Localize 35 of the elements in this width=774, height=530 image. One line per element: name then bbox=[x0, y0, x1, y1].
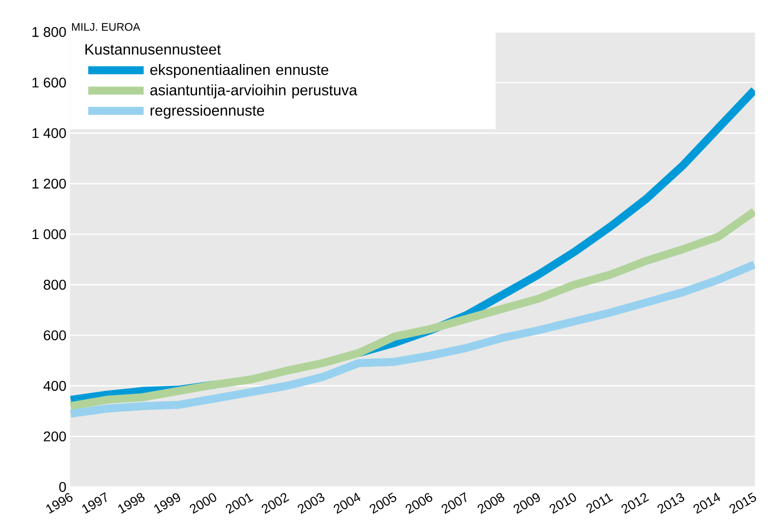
x-tick-label: 1997 bbox=[82, 492, 107, 514]
x-tick-label: 2004 bbox=[334, 492, 360, 514]
y-tick-label: 800 bbox=[44, 280, 66, 290]
y-axis-title: MILJ. EUROA bbox=[72, 23, 140, 31]
x-tick-label: 2010 bbox=[550, 493, 576, 514]
x-tick-label: 2003 bbox=[298, 493, 324, 514]
x-tick-label: 2007 bbox=[442, 492, 466, 514]
x-tick-label: 2000 bbox=[190, 493, 216, 514]
x-tick-label: 2009 bbox=[514, 493, 540, 514]
x-tick-label: 2001 bbox=[226, 493, 254, 514]
legend-label: eksponentiaalinen ennuste bbox=[150, 64, 328, 78]
x-tick-label: 2011 bbox=[586, 493, 614, 514]
x-tick-label: 1998 bbox=[118, 493, 145, 514]
x-tick-label: 2015 bbox=[729, 492, 756, 514]
y-tick-label: 600 bbox=[44, 330, 66, 340]
x-tick-label: 1999 bbox=[154, 493, 180, 514]
y-tick-label: 200 bbox=[44, 431, 66, 442]
x-tick-label: 2013 bbox=[658, 493, 684, 514]
y-tick-label: 1 400 bbox=[32, 128, 66, 138]
legend-title: Kustannusennusteet bbox=[85, 44, 221, 55]
y-tick-label: 0 bbox=[59, 482, 66, 492]
x-tick-label: 2005 bbox=[370, 492, 396, 514]
y-tick-label: 1 000 bbox=[32, 229, 66, 240]
y-tick-label: 1 600 bbox=[32, 78, 66, 88]
x-tick-label: 2006 bbox=[406, 493, 432, 514]
x-tick-label: 2014 bbox=[694, 492, 720, 514]
x-tick-label: 1996 bbox=[46, 493, 73, 514]
legend-label: asiantuntija-arvioihin perustuva bbox=[150, 84, 358, 98]
y-tick-label: 1 200 bbox=[32, 178, 66, 189]
y-tick-label: 1 800 bbox=[32, 27, 66, 37]
x-tick-label: 2002 bbox=[262, 493, 290, 514]
x-tick-label: 2012 bbox=[622, 493, 650, 514]
x-tick-label: 2008 bbox=[478, 493, 504, 514]
legend-label: regressioennuste bbox=[150, 104, 264, 119]
y-tick-label: 400 bbox=[43, 380, 66, 391]
